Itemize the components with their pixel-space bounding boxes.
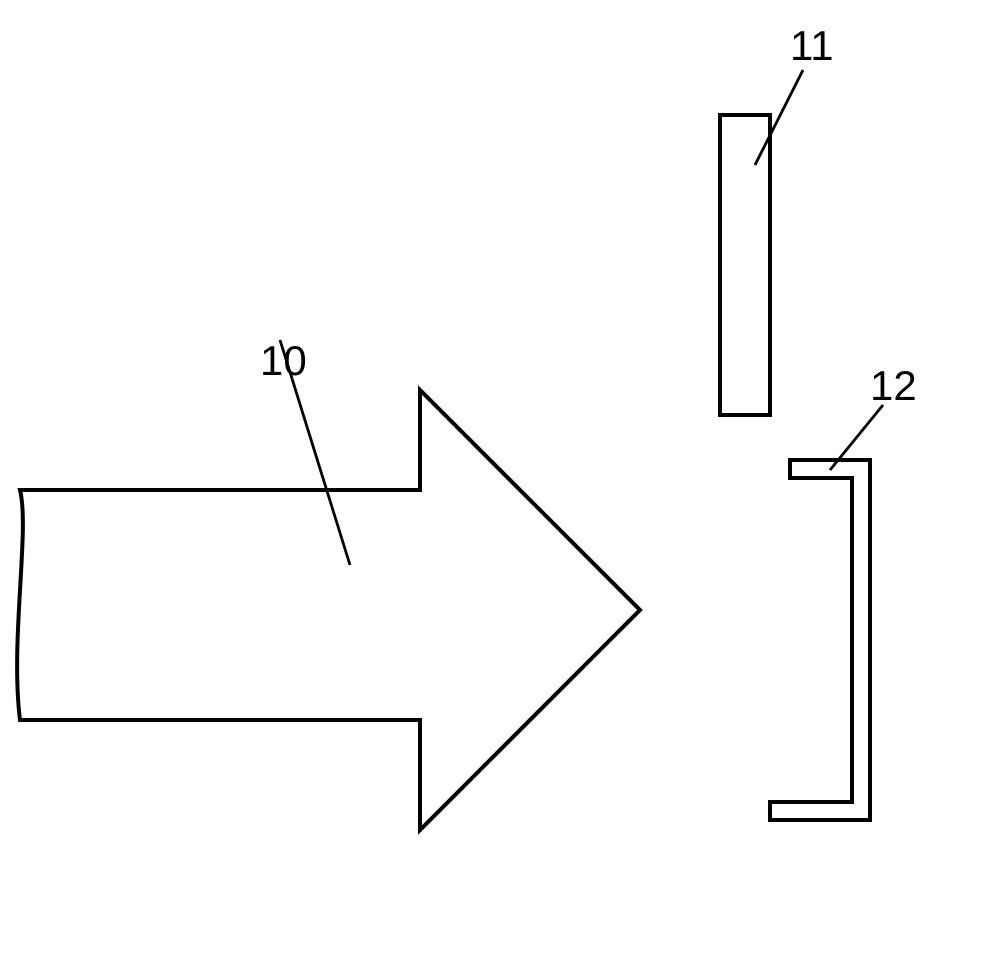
label-10: 10: [260, 337, 307, 384]
technical-diagram: 10 11 12: [0, 0, 1000, 958]
rectangle-11: [720, 115, 770, 415]
c-shape-12: [770, 460, 870, 820]
label-11: 11: [790, 22, 834, 69]
arrow-shape: [17, 390, 640, 830]
leader-line-11: [755, 70, 803, 165]
label-12: 12: [870, 362, 917, 409]
